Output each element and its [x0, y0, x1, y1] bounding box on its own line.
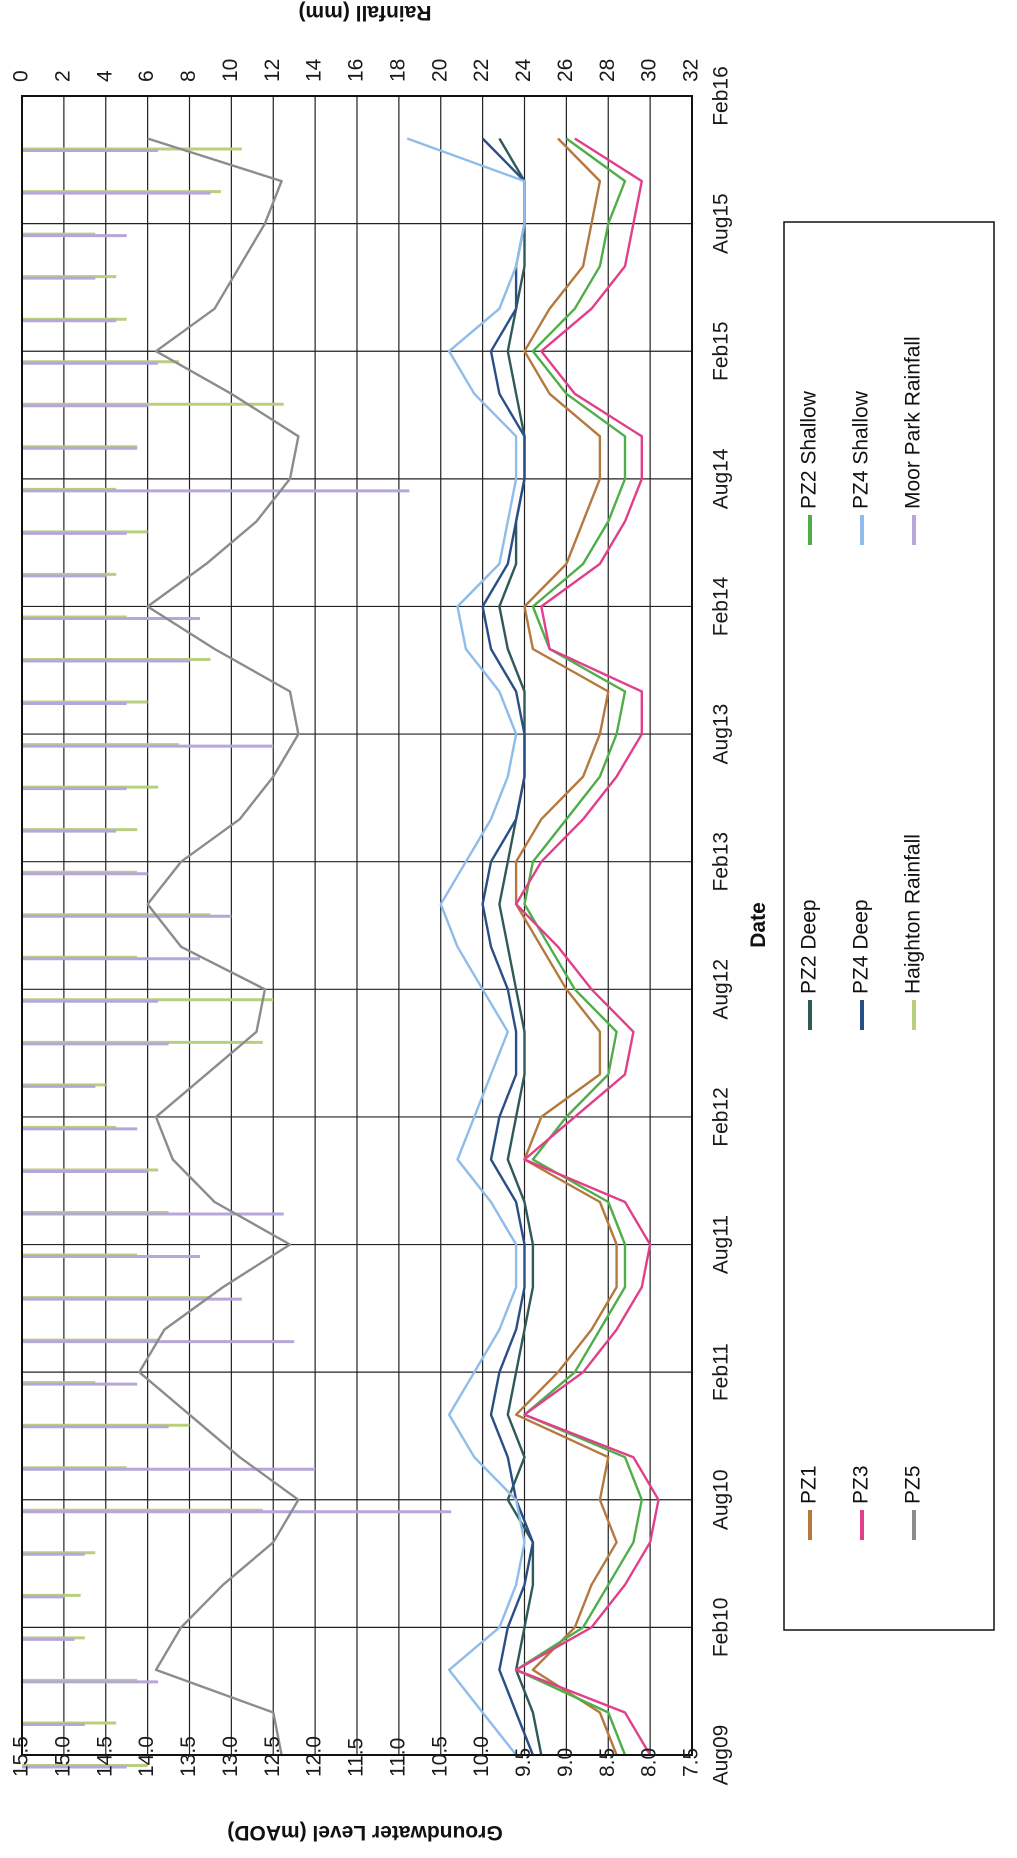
- series-line-pz4-deep: [481, 137, 535, 1756]
- y-right-tick-label: 30: [638, 59, 661, 82]
- legend-item-pz2-deep: PZ2 Deep: [798, 899, 821, 1030]
- x-tick-label: Aug15: [710, 193, 733, 254]
- y-left-tick-label: 15.0: [51, 1736, 74, 1777]
- y-left-tick-label: 8.0: [638, 1748, 661, 1777]
- y-left-tick-label: 13.5: [177, 1736, 200, 1777]
- legend-label: Haighton Rainfall: [902, 834, 925, 994]
- x-tick-label: Aug10: [710, 1469, 733, 1530]
- y-right-tick-label: 18: [386, 59, 409, 82]
- x-tick-label: Aug13: [710, 704, 733, 765]
- y-right-tick-label: 14: [303, 58, 326, 82]
- y-right-tick-label: 26: [554, 59, 577, 82]
- y-right-tick-label: 16: [345, 59, 368, 82]
- y-right-tick-label: 8: [177, 70, 200, 82]
- legend-label: Moor Park Rainfall: [902, 336, 925, 509]
- legend-label: PZ4 Deep: [850, 899, 873, 994]
- y-right-tick-label: 28: [596, 59, 619, 82]
- y-left-tick-label: 12.0: [303, 1736, 326, 1777]
- legend-box: [783, 221, 995, 1631]
- y-right-tick-label: 2: [51, 70, 74, 82]
- x-tick-label: Aug12: [710, 959, 733, 1020]
- legend-label: PZ5: [902, 1465, 925, 1504]
- y-left-tick-label: 11.5: [345, 1738, 368, 1777]
- y-right-tick-label: 6: [135, 70, 158, 82]
- legend-label: PZ2 Shallow: [798, 390, 821, 509]
- plot-frame: [21, 95, 693, 1756]
- y-left-tick-label: 10.5: [428, 1736, 451, 1777]
- y-left-tick-label: 13.0: [219, 1736, 242, 1777]
- x-tick-label: Feb15: [710, 321, 733, 381]
- y-left-tick-label: 14.0: [135, 1736, 158, 1777]
- legend-item-pz5: PZ5: [902, 1465, 925, 1540]
- rainfall-bars: [22, 147, 452, 1769]
- x-axis-title: Date: [747, 902, 770, 948]
- grid-lines: [21, 95, 693, 1756]
- legend-item-pz2-shallow: PZ2 Shallow: [798, 390, 821, 545]
- legend: PZ1 PZ3 PZ5 PZ2 Deep PZ4 Deep Haighton Rainfa…: [783, 221, 995, 1631]
- x-tick-label: Feb11: [710, 1343, 733, 1401]
- legend-item-pz3: PZ3: [850, 1465, 873, 1540]
- legend-item-pz1: PZ1: [798, 1465, 821, 1540]
- x-tick-label: Feb12: [710, 1087, 733, 1147]
- legend-label: PZ4 Shallow: [850, 390, 873, 509]
- axis-ticks: Aug09 Feb10 Aug10 Feb11 Aug11 Feb12 Aug12 Feb13…: [10, 58, 733, 1785]
- y-right-tick-label: 22: [470, 59, 493, 82]
- series-line-pz5: [138, 137, 300, 1756]
- series-line-pz2-shallow: [514, 137, 643, 1756]
- y-left-tick-label: 9.0: [554, 1748, 577, 1777]
- y-axis-left-title: Groundwater Level (mAOD): [227, 1821, 502, 1844]
- y-left-tick-label: 12.5: [261, 1736, 284, 1777]
- y-left-tick-label: 8.5: [596, 1748, 619, 1777]
- y-right-tick-label: 12: [261, 59, 284, 82]
- y-right-tick-label: 0: [10, 70, 33, 82]
- x-tick-label: Feb13: [710, 832, 733, 892]
- x-tick-label: Aug09: [710, 1725, 733, 1786]
- series-line-pz4-shallow: [406, 137, 526, 1756]
- x-tick-label: Aug14: [710, 448, 733, 509]
- legend-label: PZ2 Deep: [798, 899, 821, 994]
- y-right-tick-label: 10: [219, 59, 242, 82]
- x-tick-label: Feb16: [710, 66, 733, 126]
- y-left-tick-label: 15.5: [10, 1736, 33, 1777]
- y-left-tick-label: 7.5: [680, 1748, 703, 1777]
- y-right-tick-label: 32: [680, 59, 703, 82]
- groundwater-series-lines: [138, 137, 660, 1756]
- y-left-tick-label: 14.5: [93, 1736, 116, 1777]
- y-axis-right-title: Rainfall (mm): [298, 1, 431, 24]
- y-left-tick-label: 10.0: [470, 1736, 493, 1777]
- legend-item-pz4-shallow: PZ4 Shallow: [850, 390, 873, 545]
- x-tick-label: Feb14: [710, 576, 733, 636]
- y-right-tick-label: 20: [428, 59, 451, 82]
- series-line-pz3: [514, 137, 660, 1756]
- x-tick-label: Feb10: [710, 1598, 733, 1658]
- legend-item-pz4-deep: PZ4 Deep: [850, 899, 873, 1030]
- x-tick-label: Aug11: [710, 1215, 733, 1274]
- y-right-tick-label: 24: [512, 58, 535, 82]
- legend-item-moor-park-rainfall: Moor Park Rainfall: [902, 336, 925, 545]
- y-left-tick-label: 9.5: [512, 1748, 535, 1777]
- y-left-tick-label: 11.0: [386, 1738, 409, 1777]
- legend-label: PZ3: [850, 1465, 873, 1504]
- y-right-tick-label: 4: [93, 70, 116, 82]
- legend-label: PZ1: [798, 1465, 821, 1504]
- series-line-pz1: [514, 137, 618, 1756]
- legend-item-haighton-rainfall: Haighton Rainfall: [902, 834, 925, 1030]
